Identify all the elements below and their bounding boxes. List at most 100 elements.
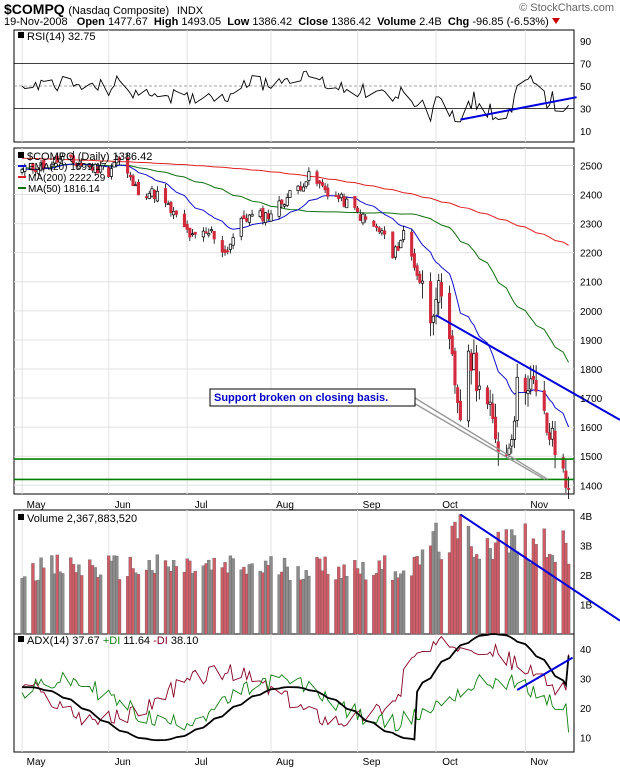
candle-body — [134, 184, 138, 187]
volume-bar — [431, 531, 435, 635]
volume-bar — [488, 548, 492, 635]
candle-body — [383, 230, 387, 235]
candle-body — [364, 216, 368, 220]
volume-bar — [439, 559, 444, 635]
month-label: Aug — [276, 757, 294, 768]
volume-bar — [117, 579, 122, 635]
chart-title: $COMPQ (Nasdaq Composite) INDX — [4, 1, 203, 17]
volume-bar — [220, 567, 224, 635]
pdi-line — [21, 671, 570, 733]
candle-body — [264, 212, 268, 223]
annotation-pointer — [414, 397, 549, 481]
volume-bar — [361, 562, 365, 635]
volume-bar — [526, 559, 530, 635]
volume-bar — [336, 566, 341, 635]
candle-body — [469, 352, 473, 371]
price-tick-label: 2200 — [580, 249, 603, 260]
legend-ma50-name: MA(50) — [28, 184, 61, 195]
adx-label: ADX(14) 37.67 +DI 11.64 -DI 38.10 — [18, 635, 198, 647]
svg-text:MA(200) 2222.29: MA(200) 2222.29 — [28, 173, 106, 184]
candle-body — [380, 230, 384, 234]
volume-bar — [377, 560, 381, 635]
volume-bar — [326, 573, 330, 635]
volume-bar — [372, 575, 376, 635]
candle-body — [412, 253, 416, 268]
candle-body — [245, 218, 249, 222]
volume-bar — [342, 564, 346, 635]
volume-bar — [109, 560, 114, 635]
month-label: Aug — [276, 500, 294, 511]
price-trendline — [435, 314, 620, 421]
volume-bar — [466, 525, 471, 635]
volume-bar — [318, 558, 322, 635]
close-label: Close — [298, 16, 329, 28]
candle-body — [126, 157, 130, 174]
open-value: 1477.67 — [107, 16, 148, 28]
candle-body — [155, 190, 159, 202]
month-label: Oct — [442, 757, 458, 768]
candle-body — [345, 198, 349, 209]
candle-body — [71, 155, 76, 163]
low-label: Low — [227, 16, 250, 28]
volume-bar — [456, 538, 460, 635]
svg-text:$COMPQ (Daily) 1386.42: $COMPQ (Daily) 1386.42 — [27, 151, 152, 163]
candle-body — [296, 185, 300, 191]
candle-body — [561, 457, 565, 469]
volume-bar — [77, 564, 81, 635]
volume-bar — [496, 531, 500, 635]
candle-body — [391, 231, 395, 259]
candle-body — [553, 430, 557, 456]
price-tick-label: 1500 — [580, 452, 603, 463]
volume-bar — [269, 556, 273, 635]
volume-bar — [299, 579, 303, 635]
adx-trendline — [516, 656, 574, 691]
rsi-label-name: RSI(14) — [27, 31, 65, 43]
candle-body — [163, 188, 168, 204]
candle-body — [209, 229, 214, 232]
candle-body — [20, 169, 24, 173]
volume-bar — [228, 555, 233, 635]
candle-body — [307, 171, 311, 181]
chg-label: Chg — [447, 16, 470, 28]
candle-body — [269, 213, 273, 222]
volume-bar — [52, 573, 57, 635]
volume-bar — [280, 571, 284, 635]
volume-bar — [515, 551, 519, 635]
candle-body — [185, 224, 189, 230]
volume-bar — [88, 559, 92, 635]
candle-body — [277, 200, 281, 217]
candle-body — [36, 169, 40, 174]
volume-bar — [166, 566, 170, 635]
volume-bar — [134, 572, 138, 635]
candle-body — [491, 403, 495, 420]
volume-bar — [107, 555, 111, 635]
volume-bar — [245, 573, 249, 635]
legend-ma50-value: 1816.14 — [64, 184, 101, 195]
volume-bar — [193, 571, 197, 635]
volume-bar — [150, 570, 154, 635]
candle-body — [204, 231, 208, 234]
candle-body — [429, 281, 433, 324]
volume-bar — [250, 563, 254, 635]
volume-bar — [36, 579, 40, 635]
volume-bar — [393, 571, 398, 635]
candle-body — [258, 210, 262, 217]
candle-body — [374, 226, 379, 228]
volume-bar — [391, 579, 395, 635]
volume-bar — [320, 570, 325, 635]
high-label: High — [153, 16, 179, 28]
high-value: 1493.05 — [181, 16, 222, 28]
rsi-label: RSI(14) 32.75 — [18, 31, 96, 43]
month-label: Sep — [363, 757, 381, 768]
month-label: Nov — [530, 757, 548, 768]
volume-bar — [415, 556, 419, 635]
volume-bar — [155, 554, 160, 635]
volume-bar — [364, 579, 368, 635]
volume-label-value: 2,367,883,520 — [67, 513, 137, 525]
candle-body — [548, 432, 552, 440]
volume-bar — [447, 552, 452, 635]
volume-bar — [20, 578, 24, 635]
month-label: Jul — [195, 757, 208, 768]
candle-body — [247, 214, 251, 223]
volume-bar — [315, 557, 319, 635]
